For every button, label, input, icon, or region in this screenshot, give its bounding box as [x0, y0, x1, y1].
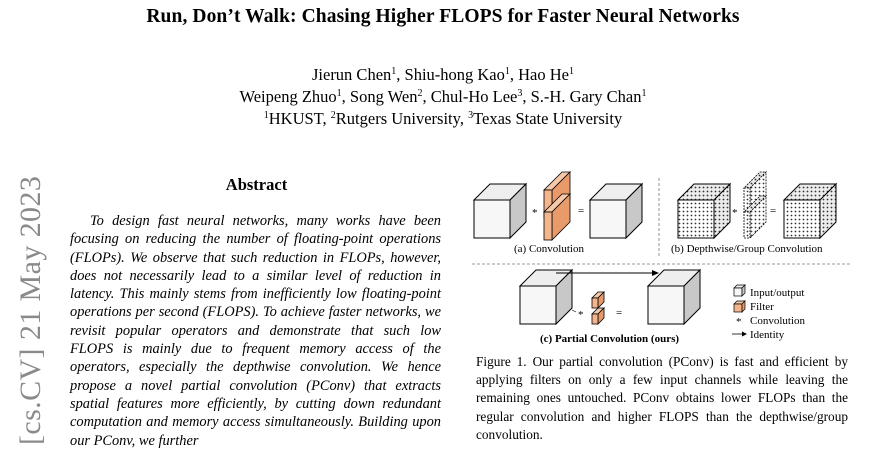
author-affiliation-mark: 2: [417, 88, 423, 99]
convolution-star: *: [532, 207, 538, 219]
figure-1-caption: Figure 1. Our partial convolution (PConv…: [476, 354, 848, 442]
paper-title: Run, Don’t Walk: Chasing Higher FLOPS fo…: [146, 6, 740, 27]
equals-sign: =: [616, 307, 622, 319]
output-cube-dotted: [782, 182, 838, 240]
legend-convolution: Convolution: [750, 315, 806, 327]
panel-c-partial: * = (c) Partial Convolution (ours): [518, 268, 702, 345]
author-affiliation-mark: 1: [336, 88, 342, 99]
input-cube: [472, 182, 528, 240]
legend-identity-arrowhead: [742, 331, 747, 337]
panel-b-label: (b) Depthwise/Group Convolution: [671, 243, 823, 255]
author-line-2: Weipeng Zhuo1, Song Wen2, Chul-Ho Lee3, …: [239, 87, 647, 106]
author-affiliation-mark: 3: [517, 88, 523, 99]
affiliation-mark: 3: [468, 110, 474, 121]
panel-a-label: (a) Convolution: [514, 243, 584, 255]
author-line-1: Jierun Chen1, Shiu-hong Kao1, Hao He1: [311, 65, 574, 84]
abstract-heading: Abstract: [225, 175, 288, 194]
arxiv-side-stamp: [cs.CV] 21 May 2023: [14, 175, 47, 445]
legend-input-output-icon: [733, 284, 746, 297]
input-cube: [518, 268, 574, 326]
legend-input-output: Input/output: [750, 287, 804, 299]
input-cube-dotted: [676, 182, 732, 240]
affiliation-name: Texas State University: [473, 109, 623, 128]
legend-filter-icon: [733, 300, 746, 313]
filter-stack-dotted: [743, 171, 767, 239]
figure-legend: Input/output Filter * Convolution Identi…: [732, 284, 806, 341]
partial-path: [571, 309, 577, 313]
legend-identity: Identity: [750, 329, 785, 341]
abstract-paragraph: To design fast neural networks, many wor…: [70, 213, 441, 449]
author-affiliation-mark: 1: [641, 88, 647, 99]
legend-filter: Filter: [750, 301, 774, 313]
output-cube: [588, 182, 644, 240]
legend-convolution-star: *: [736, 316, 742, 328]
author-name: Shiu-hong Kao: [404, 65, 505, 84]
affiliation-name: Rutgers University: [335, 109, 460, 128]
filter-stack: [543, 171, 571, 241]
output-cube: [646, 268, 702, 326]
figure-1-diagram: * = (a) Convolution *: [472, 171, 852, 345]
affiliations-line: 1HKUST, 2Rutgers University, 3Texas Stat…: [263, 109, 623, 128]
author-affiliation-mark: 1: [391, 66, 397, 77]
panel-c-label: (c) Partial Convolution (ours): [540, 333, 679, 345]
equals-sign: =: [770, 205, 776, 217]
affiliation-name: HKUST: [268, 109, 323, 128]
author-name: S.-H. Gary Chan: [530, 87, 642, 106]
convolution-star: *: [578, 309, 584, 321]
panel-b-depthwise: * = (b) Depthwise/Group Convolution: [671, 171, 838, 255]
affiliation-mark: 1: [263, 110, 269, 121]
author-name: Jierun Chen: [311, 65, 392, 84]
abstract-body: To design fast neural networks, many wor…: [70, 212, 441, 450]
identity-arrow-head: [652, 270, 659, 276]
author-affiliation-mark: 1: [504, 66, 510, 77]
partial-filter-stack: [591, 291, 605, 325]
author-name: Chul-Ho Lee: [430, 87, 518, 106]
panel-a-convolution: * = (a) Convolution: [472, 171, 644, 255]
convolution-star: *: [732, 207, 738, 219]
author-name: Hao He: [518, 65, 569, 84]
affiliation-mark: 2: [330, 110, 336, 121]
equals-sign: =: [578, 205, 584, 217]
author-affiliation-mark: 1: [569, 66, 574, 77]
author-name: Song Wen: [349, 87, 418, 106]
author-name: Weipeng Zhuo: [239, 87, 337, 106]
